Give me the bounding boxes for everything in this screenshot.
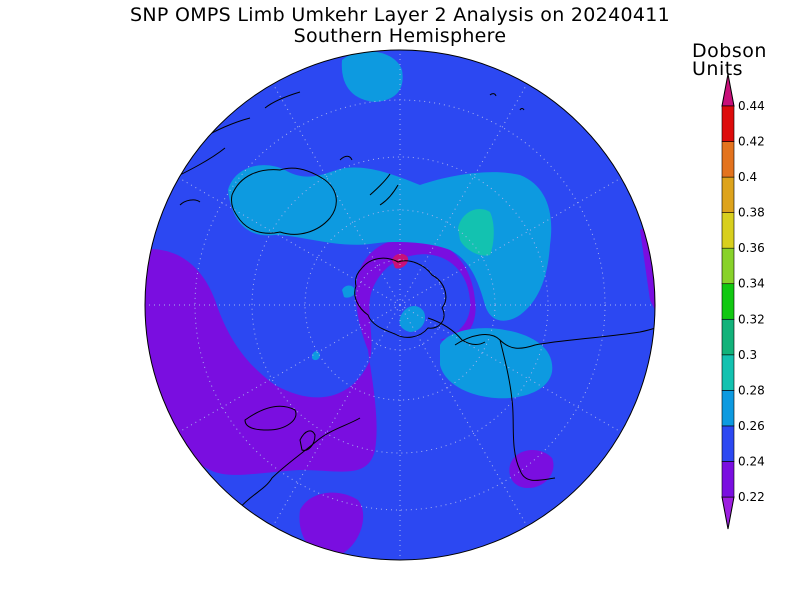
colorbar-swatch [721,176,735,213]
colorbar-swatch [721,425,735,462]
map-title: SNP OMPS Limb Umkehr Layer 2 Analysis on… [129,4,671,26]
colorbar-swatch [721,283,735,320]
coast-south-america [454,325,655,481]
field-mid-top [341,51,403,102]
coast-peninsula [427,317,486,345]
colorbar-swatch [721,461,735,498]
field-low-east [509,449,554,488]
colorbar-bottom-arrow [721,496,735,530]
coast-antarctica [354,257,447,338]
field-center [379,273,444,338]
colorbar-swatch [721,354,735,391]
colorbar-tick-label: 0.44 [738,99,765,113]
field-mid-center-dot [399,306,426,332]
map-border [144,49,656,561]
colorbar-tick-label: 0.3 [738,348,757,362]
colorbar-top-arrow [721,73,735,107]
field-low-east-edge [640,220,655,320]
colorbar-swatch [721,390,735,427]
colorbar-swatch [721,105,735,142]
coast-madagascar [299,430,316,451]
coast-pacific-islands [339,93,525,161]
colorbar-tick-label: 0.4 [738,170,757,184]
map-subtitle: Southern Hemisphere [293,25,507,47]
field-mid-small-2 [312,351,320,361]
colorbar-swatch [721,212,735,249]
colorbar-tick-label: 0.22 [738,490,765,504]
coastlines [169,91,655,511]
colorbar-swatch [721,247,735,285]
colorbar-tick-label: 0.26 [738,419,765,433]
colorbar-tick-label: 0.24 [738,454,765,468]
colorbar-tick-label: 0.38 [738,206,765,220]
field-mid-north [228,165,552,321]
colorbar-swatch [721,141,735,178]
coast-new-zealand [369,173,399,206]
field-low-west [145,237,476,475]
coast-australia [231,167,337,235]
field-mid-small-1 [342,285,356,298]
colorbar-tick-label: 0.36 [738,241,765,255]
colorbar-tick-label: 0.34 [738,277,765,291]
coast-indonesia [169,91,301,206]
coast-southern-africa [237,405,361,511]
units-label-line2: Units [692,58,744,80]
colorbar-tick-label: 0.32 [738,312,765,326]
units-label-line1: Dobson [692,40,767,62]
field-high-teal [458,208,494,256]
colorbar-tick-label: 0.42 [738,135,765,149]
colorbar-tick-label: 0.28 [738,383,765,397]
field-low-south [299,492,364,556]
field-mid-east [440,328,553,399]
colorbar-swatch [721,318,735,356]
